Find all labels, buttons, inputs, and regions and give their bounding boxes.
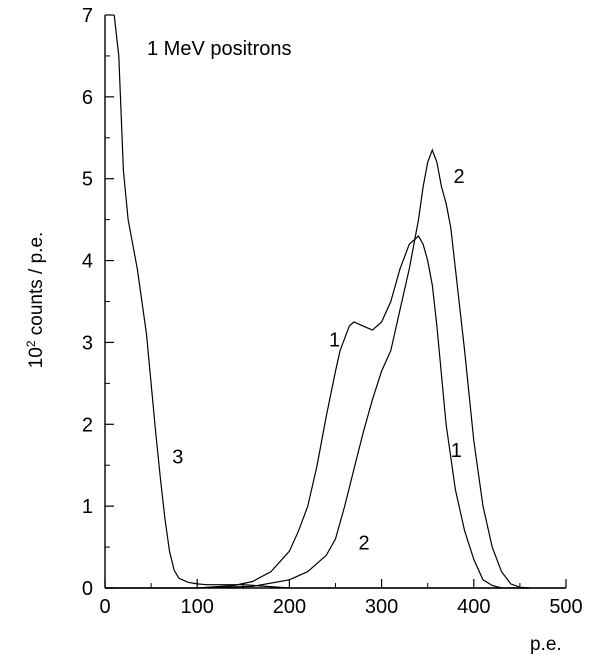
x-tick-label: 500: [549, 596, 582, 618]
y-tick-label: 5: [82, 169, 93, 191]
y-tick-label: 3: [82, 332, 93, 354]
annotation-layer: 1 1 2 2 3: [172, 166, 464, 555]
y-axis-ticks: 0 1 2 3 4 5 6 7: [82, 5, 114, 600]
y-axis-label-rest: counts / p.e.: [26, 232, 47, 341]
chart-title: 1 MeV positrons: [147, 38, 292, 60]
curve-label-2: 2: [359, 533, 370, 555]
y-tick-label: 6: [82, 87, 93, 109]
y-axis-label: 102 counts / p.e.: [24, 232, 47, 369]
y-axis-label-base: 10: [26, 347, 47, 368]
y-axis-label-exponent: 2: [24, 340, 38, 347]
y-tick-label: 2: [82, 414, 93, 436]
series-1-line: [105, 235, 530, 589]
curve-label-1: 1: [451, 440, 462, 462]
x-tick-label: 0: [99, 596, 110, 618]
x-tick-label: 200: [273, 596, 306, 618]
curve-label-2: 2: [454, 166, 465, 188]
curve-label-1: 1: [329, 330, 340, 352]
x-axis-ticks: 0 100 200 300 400 500: [99, 579, 583, 618]
x-tick-label: 400: [457, 596, 490, 618]
series-2-line: [105, 148, 530, 589]
curve-label-3: 3: [172, 447, 183, 469]
x-tick-label: 300: [365, 596, 398, 618]
y-tick-label: 0: [82, 578, 93, 600]
series-layer: [105, 14, 566, 589]
plot-frame: [104, 15, 566, 589]
y-tick-label: 4: [82, 251, 93, 273]
y-tick-label: 7: [82, 5, 93, 27]
x-tick-label: 100: [181, 596, 214, 618]
y-tick-label: 1: [82, 496, 93, 518]
series-3-line: [113, 14, 566, 589]
x-axis-label: p.e.: [530, 634, 562, 655]
